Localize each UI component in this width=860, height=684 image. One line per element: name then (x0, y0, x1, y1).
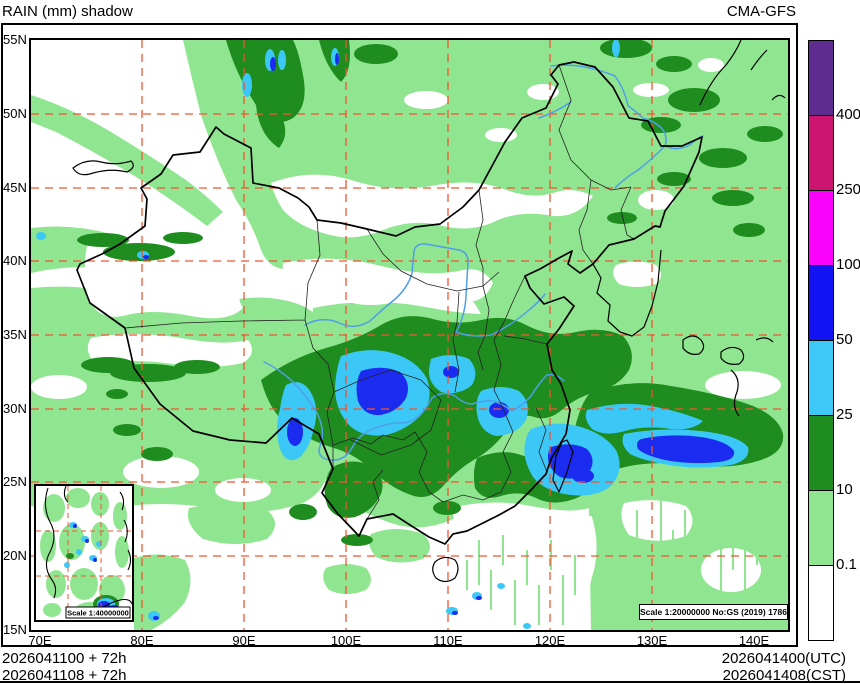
colorbar-segment-100-250 (809, 191, 833, 266)
lon-label-140e: 140E (738, 633, 770, 648)
rain-layer-very-heavy (143, 53, 735, 620)
lat-label-30n: 30N (3, 401, 27, 416)
rain-streaks-layer (466, 500, 770, 625)
page-title: RAIN (mm) shadow (2, 3, 133, 20)
colorbar-segment-25-50 (809, 341, 833, 416)
model-label: CMA-GFS (726, 3, 796, 20)
colorbar-segment-250-400 (809, 116, 833, 191)
bottom-divider (0, 681, 860, 683)
colorbar-segment-lt0.1 (809, 566, 833, 640)
inset-scale-box (65, 606, 131, 619)
colorbar-label-0.1: 0.1 (836, 556, 857, 573)
precipitation-map (29, 38, 790, 632)
inset-scale-note: Scale 1:40000000 (67, 609, 129, 618)
init-time-cst: 2026041108 + 72h (2, 667, 127, 684)
map-scale-note: Scale 1:20000000 No:GS (2019) 1786 (639, 604, 788, 620)
lon-label-120e: 120E (534, 633, 566, 648)
colorbar-label-250: 250 (836, 181, 860, 198)
colorbar-label-10: 10 (836, 481, 853, 498)
lat-label-45n: 45N (3, 180, 27, 195)
valid-time-utc: 2026041400(UTC) (721, 650, 846, 667)
lon-label-110e: 110E (433, 633, 463, 648)
colorbar-label-400: 400 (836, 106, 860, 123)
coastlines-islands (72, 39, 786, 583)
lon-label-130e: 130E (636, 633, 668, 648)
colorbar-segment-50-100 (809, 266, 833, 341)
lat-label-15n: 15N (3, 622, 27, 637)
lat-label-50n: 50N (3, 106, 27, 121)
init-time-utc: 2026041100 + 72h (2, 650, 127, 667)
lat-label-55n: 55N (3, 32, 27, 47)
lon-label-100e: 100E (330, 633, 362, 648)
map-canvas (31, 38, 788, 630)
lon-label-80e: 80E (130, 633, 154, 648)
south-china-sea-inset: Scale 1:40000000 (34, 484, 134, 622)
figure-frame (1, 23, 798, 647)
inset-grid (36, 486, 132, 620)
colorbar-label-100: 100 (836, 256, 860, 273)
latlon-grid (31, 40, 788, 630)
lon-label-70e: 70E (28, 633, 52, 648)
lat-label-40n: 40N (3, 253, 27, 268)
rivers-layer (263, 64, 704, 461)
lat-label-25n: 25N (3, 474, 27, 489)
province-borders (124, 64, 635, 520)
colorbar-label-50: 50 (836, 331, 853, 348)
colorbar-segment-0.1-10 (809, 491, 833, 566)
lat-label-35n: 35N (3, 327, 27, 342)
inset-canvas: Scale 1:40000000 (36, 485, 133, 620)
colorbar (808, 40, 834, 641)
colorbar-segment-gt400 (809, 41, 833, 116)
lon-label-90e: 90E (232, 633, 256, 648)
valid-time-cst: 2026041408(CST) (722, 667, 846, 684)
lat-label-20n: 20N (3, 548, 27, 563)
national-border (76, 61, 703, 545)
colorbar-segment-10-25 (809, 416, 833, 491)
colorbar-label-25: 25 (836, 406, 853, 423)
